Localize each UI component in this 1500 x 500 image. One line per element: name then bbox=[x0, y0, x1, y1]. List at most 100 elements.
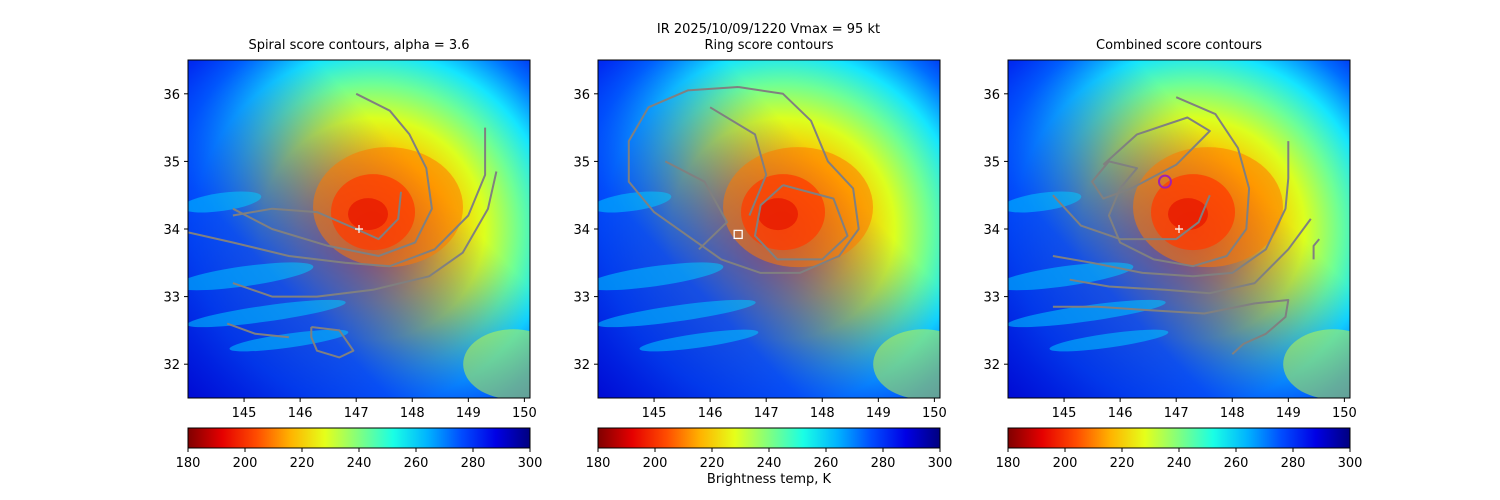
score-contour bbox=[627, 86, 860, 274]
x-tick-label: 148 bbox=[1220, 406, 1245, 421]
score-contour bbox=[188, 127, 487, 268]
colorbar-tick-label: 180 bbox=[996, 456, 1021, 471]
colorbar-tick-label: 220 bbox=[700, 456, 725, 471]
score-contour bbox=[1052, 194, 1211, 241]
colorbar-tick-label: 240 bbox=[757, 456, 782, 471]
cloud-band bbox=[598, 191, 672, 213]
x-tick-label: 146 bbox=[698, 406, 723, 421]
y-tick-label: 36 bbox=[983, 88, 1000, 103]
colorbar-tick-label: 260 bbox=[1224, 456, 1249, 471]
y-tick-label: 33 bbox=[163, 291, 180, 306]
eye-region bbox=[758, 198, 799, 231]
colorbar-tick-label: 300 bbox=[1338, 456, 1363, 471]
y-tick-label: 32 bbox=[983, 358, 1000, 373]
panel-2: 145 146 147 148 149 150 32 33 34 35 36 180 200 220 240… bbox=[983, 59, 1363, 471]
center-cross-marker bbox=[1175, 225, 1183, 233]
colorbar-tick-label: 180 bbox=[176, 456, 201, 471]
score-contour bbox=[310, 326, 355, 359]
x-tick-label: 149 bbox=[456, 406, 481, 421]
score-contour bbox=[1069, 218, 1312, 295]
score-contour bbox=[1091, 96, 1251, 268]
panel-title-combined: Combined score contours bbox=[1096, 38, 1262, 53]
x-tick-label: 149 bbox=[1276, 406, 1301, 421]
x-tick-label: 145 bbox=[642, 406, 667, 421]
colorbar-label: Brightness temp, K bbox=[706, 472, 832, 487]
y-tick-label: 34 bbox=[573, 223, 590, 238]
cloud-band bbox=[188, 299, 346, 328]
score-contour bbox=[1312, 238, 1320, 260]
colorbar-tick-label: 260 bbox=[814, 456, 839, 471]
panel-1: 145 146 147 148 149 150 32 33 34 35 36 180 200 220 240… bbox=[573, 59, 953, 471]
x-tick-label: 147 bbox=[1164, 406, 1189, 421]
cloud-band bbox=[598, 262, 724, 291]
y-tick-label: 35 bbox=[983, 155, 1000, 170]
score-contour bbox=[754, 184, 849, 261]
panel-0: 145 146 147 148 149 150 32 33 34 35 36 180 200 220 240… bbox=[163, 59, 543, 471]
colorbar bbox=[187, 427, 531, 449]
y-tick-label: 36 bbox=[163, 88, 180, 103]
colorbar-tick-label: 180 bbox=[586, 456, 611, 471]
cloud-band bbox=[1008, 262, 1134, 291]
cloud-band bbox=[1008, 191, 1082, 213]
cloud-band bbox=[188, 191, 262, 213]
y-tick-label: 35 bbox=[573, 155, 590, 170]
score-contour bbox=[1052, 299, 1290, 355]
colorbar-tick-label: 220 bbox=[290, 456, 315, 471]
score-contour bbox=[232, 92, 433, 257]
clear-sky bbox=[873, 329, 940, 398]
center-circle-marker bbox=[1157, 174, 1172, 189]
ir-image bbox=[188, 60, 530, 398]
x-tick-label: 146 bbox=[288, 406, 313, 421]
clear-sky bbox=[463, 329, 530, 398]
cloud-band bbox=[639, 329, 759, 352]
x-tick-label: 149 bbox=[866, 406, 891, 421]
colorbar-tick-label: 280 bbox=[1281, 456, 1306, 471]
y-tick-label: 34 bbox=[983, 223, 1000, 238]
cloud-band bbox=[188, 262, 314, 291]
eye-region bbox=[348, 198, 389, 231]
y-tick-label: 32 bbox=[573, 358, 590, 373]
x-tick-label: 150 bbox=[512, 406, 537, 421]
y-tick-label: 32 bbox=[163, 358, 180, 373]
y-tick-label: 34 bbox=[163, 223, 180, 238]
x-tick-label: 146 bbox=[1108, 406, 1133, 421]
ir-image bbox=[598, 60, 940, 398]
contours bbox=[627, 86, 860, 274]
cloud-band bbox=[1008, 299, 1166, 328]
colorbar-tick-label: 300 bbox=[518, 456, 543, 471]
x-tick-label: 150 bbox=[922, 406, 947, 421]
ir-image bbox=[1008, 60, 1350, 398]
contours bbox=[1052, 96, 1320, 355]
y-tick-label: 33 bbox=[983, 291, 1000, 306]
score-contour bbox=[709, 106, 768, 216]
colorbar-tick-label: 220 bbox=[1110, 456, 1135, 471]
colorbar bbox=[597, 427, 941, 449]
colorbar-tick-label: 200 bbox=[1053, 456, 1078, 471]
x-tick-label: 147 bbox=[344, 406, 369, 421]
cloud-band bbox=[229, 329, 349, 352]
cloud-band bbox=[598, 299, 756, 328]
y-tick-label: 33 bbox=[573, 291, 590, 306]
y-tick-label: 35 bbox=[163, 155, 180, 170]
score-contour bbox=[1052, 141, 1290, 278]
center-cross-marker bbox=[355, 225, 363, 233]
colorbar-tick-label: 280 bbox=[871, 456, 896, 471]
colorbar-tick-label: 260 bbox=[404, 456, 429, 471]
colorbar-tick-label: 200 bbox=[233, 456, 258, 471]
x-tick-label: 148 bbox=[400, 406, 425, 421]
colorbar-tick-label: 240 bbox=[347, 456, 372, 471]
clear-sky bbox=[1283, 329, 1350, 398]
panel-title-spiral: Spiral score contours, alpha = 3.6 bbox=[248, 38, 470, 53]
colorbar bbox=[1007, 427, 1351, 449]
figure-title: IR 2025/10/09/1220 Vmax = 95 kt bbox=[656, 22, 881, 37]
x-tick-label: 150 bbox=[1332, 406, 1357, 421]
x-tick-label: 145 bbox=[232, 406, 257, 421]
colorbar-tick-label: 300 bbox=[928, 456, 953, 471]
panel-title-ring: Ring score contours bbox=[704, 38, 834, 53]
x-tick-label: 145 bbox=[1052, 406, 1077, 421]
colorbar-tick-label: 200 bbox=[643, 456, 668, 471]
score-contour bbox=[232, 171, 498, 298]
cloud-band bbox=[1049, 329, 1169, 352]
colorbar-tick-label: 280 bbox=[461, 456, 486, 471]
